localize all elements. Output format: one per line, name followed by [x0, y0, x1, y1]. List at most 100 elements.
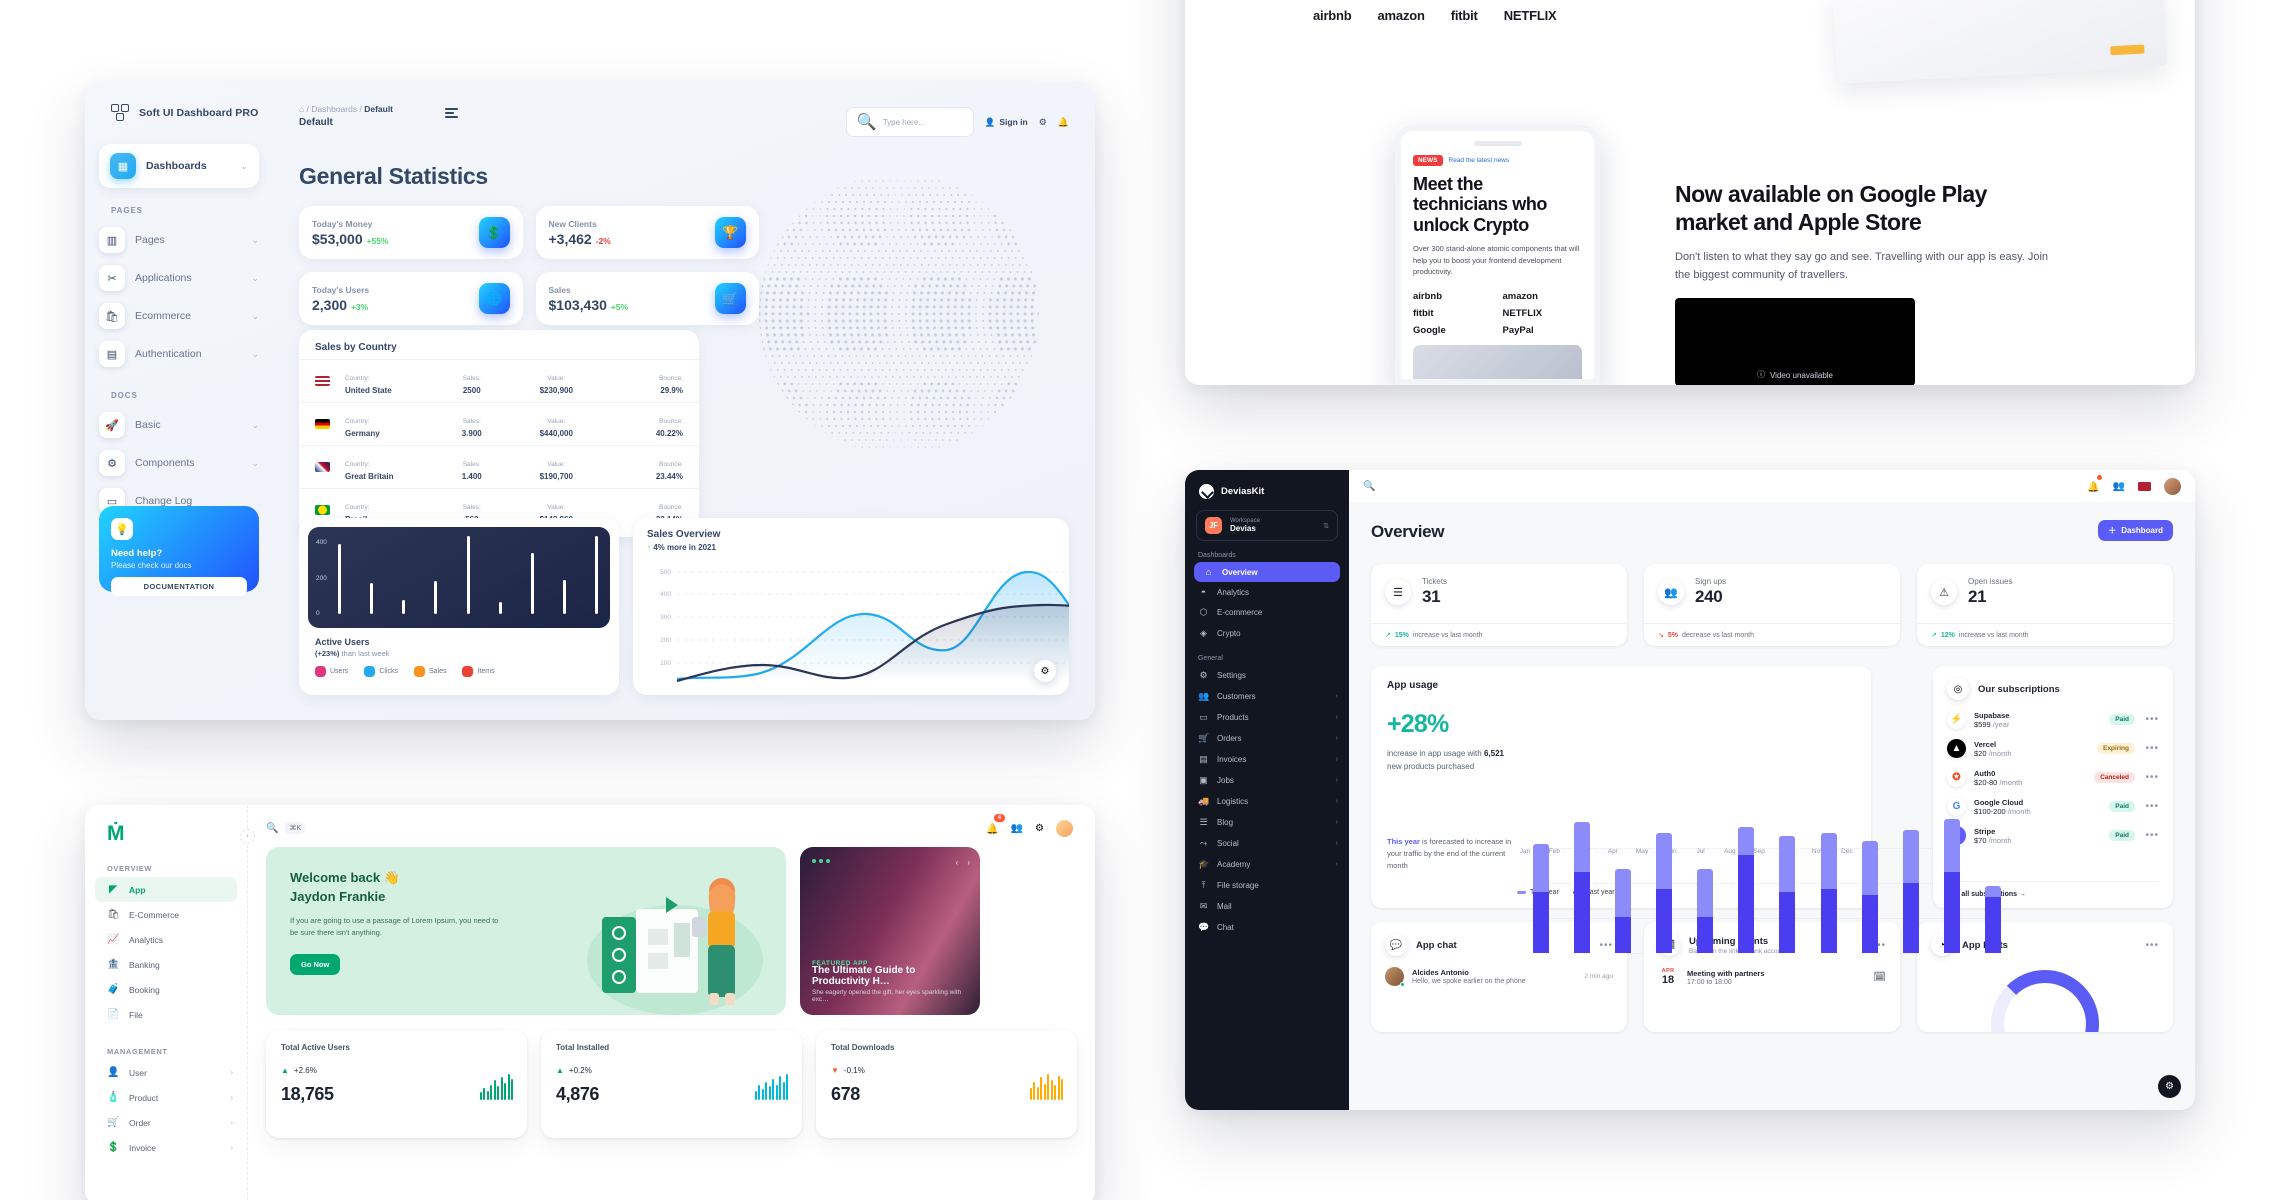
sidebar-item-invoices[interactable]: ▤ Invoices ›	[1185, 749, 1349, 770]
sidebar-item-chat[interactable]: 💬 Chat	[1185, 917, 1349, 938]
sidebar-item-user[interactable]: 👤 User ›	[85, 1060, 247, 1085]
more-options-button[interactable]: •••	[2145, 772, 2159, 783]
notifications-button[interactable]: 🔔 4	[986, 814, 1005, 837]
settings-fab-button[interactable]: ⚙	[2158, 1075, 2181, 1098]
sidebar-item-customers[interactable]: 👥 Customers ›	[1185, 686, 1349, 707]
gear-icon[interactable]: ⚙	[1035, 822, 1044, 834]
sidebar-item-file[interactable]: 📄 File	[85, 1002, 247, 1027]
sidebar-collapse-button[interactable]: ‹	[240, 829, 255, 844]
sidebar-item-products[interactable]: ▭ Products ›	[1185, 707, 1349, 728]
search-icon[interactable]: 🔍	[1363, 480, 1376, 492]
contacts-icon[interactable]: 👥	[1010, 822, 1024, 834]
upcoming-events-card: 🗓 Upcoming events Based on the linked ba…	[1644, 922, 1900, 1032]
kpi-footer: ↗ 15% increase vs last month	[1371, 623, 1627, 646]
softui-main: ⌂ / Dashboards / Default Default 🔍 Type …	[273, 82, 1095, 720]
sidebar-item-analytics[interactable]: ◓ Analytics	[1185, 582, 1349, 602]
bell-icon[interactable]: 🔔	[1057, 116, 1069, 127]
page-subtitle: Default	[299, 117, 333, 128]
chat-row[interactable]: Alcides Antonio Hello, we spoke earlier …	[1385, 967, 1613, 987]
sidebar-item-analytics[interactable]: 📈 Analytics	[85, 927, 247, 952]
subscription-row: ✪ Auth0 $20-80 /month Canceled •••	[1947, 768, 2159, 787]
sidebar-item-settings[interactable]: ⚙ Settings	[1185, 665, 1349, 686]
subscription-name: Supabase	[1974, 710, 2010, 720]
sidebar-item-pages[interactable]: ▥ Pages ⌄	[85, 221, 273, 259]
sidebar-item-label: Products	[1217, 713, 1249, 722]
read-latest-link[interactable]: Read the latest news	[1448, 157, 1510, 164]
see-all-subscriptions-link[interactable]: See all subscriptions →	[1947, 881, 2159, 898]
sidebar-item-mail[interactable]: ✉ Mail	[1185, 896, 1349, 917]
sidebar-item-product[interactable]: 🧴 Product ›	[85, 1085, 247, 1110]
breadcrumb-dashboards[interactable]: Dashboards	[311, 104, 358, 114]
sidebar-item-social[interactable]: ⤳ Social ›	[1185, 833, 1349, 854]
sidebar-item-ecommerce[interactable]: ⬡ E-commerce	[1185, 602, 1349, 623]
x-tick-label: May	[1635, 848, 1649, 855]
bar-last-year	[1574, 872, 1591, 954]
gear-icon[interactable]: ⚙	[1034, 660, 1056, 682]
workspace-selector[interactable]: JF Workspace Devias ⇅	[1196, 510, 1338, 541]
more-options-button[interactable]: •••	[2145, 939, 2159, 951]
video-player[interactable]: ⓘ Video unavailable	[1675, 298, 1915, 385]
pages-icon: ▥	[99, 227, 125, 253]
sidebar-item-banking[interactable]: 🏦 Banking	[85, 952, 247, 977]
carousel-arrows[interactable]: ‹ ›	[956, 858, 970, 867]
avatar[interactable]	[1056, 819, 1073, 837]
more-options-button[interactable]: •••	[2145, 743, 2159, 754]
sidebar-item-booking[interactable]: 🧳 Booking	[85, 977, 247, 1002]
sidebar-item-crypto[interactable]: ◈ Crypto	[1185, 623, 1349, 644]
softui-brand[interactable]: Soft UI Dashboard PRO	[85, 82, 273, 122]
sidebar-item-ecommerce[interactable]: 🛍 E-Commerce	[85, 902, 247, 927]
contacts-icon[interactable]: 👥	[2112, 480, 2125, 492]
menu-toggle-button[interactable]	[445, 108, 459, 118]
dashboard-button[interactable]: ＋ Dashboard	[2098, 520, 2173, 541]
go-now-button[interactable]: Go Now	[290, 954, 341, 976]
more-options-button[interactable]: •••	[1599, 939, 1613, 951]
sidebar-item-app[interactable]: ◤ App	[95, 877, 237, 902]
sidebar-item-authentication[interactable]: ▤ Authentication ⌄	[85, 335, 273, 373]
more-options-button[interactable]: •••	[1872, 939, 1886, 951]
sidebar-item-label: User	[129, 1067, 147, 1078]
chevron-left-icon[interactable]: ‹	[955, 858, 959, 867]
sidebar-item-invoice[interactable]: 💲 Invoice ›	[85, 1135, 247, 1160]
sidebar-item-ecommerce[interactable]: 🛍 Ecommerce ⌄	[85, 297, 273, 335]
marketing-body: Don't listen to what they say go and see…	[1675, 251, 2049, 281]
bell-icon[interactable]: 🔔	[2087, 475, 2102, 495]
more-options-button[interactable]: •••	[2145, 714, 2159, 725]
minimal-logo-icon[interactable]: Ṁ	[107, 822, 125, 845]
home-icon[interactable]: ⌂	[299, 104, 305, 114]
chevron-right-icon[interactable]: ›	[967, 858, 970, 867]
event-row[interactable]: APR 18 Meeting with partners 17:00 to 18…	[1658, 968, 1886, 986]
avatar[interactable]	[2164, 477, 2181, 495]
bar-column	[1861, 841, 1878, 954]
sign-in-label: Sign in	[999, 117, 1028, 127]
sidebar-item-components[interactable]: ⚙ Components ⌄	[85, 444, 273, 482]
breadcrumb-default[interactable]: Default	[364, 104, 394, 114]
more-options-button[interactable]: •••	[2145, 830, 2159, 841]
sidebar-item-label: Settings	[1217, 671, 1246, 680]
sidebar-item-file-storage[interactable]: ⤒ File storage	[1185, 875, 1349, 896]
user-icon: 👤	[984, 116, 996, 127]
phone-notch	[1473, 141, 1522, 146]
search-icon[interactable]: 🔍	[266, 822, 279, 834]
sidebar-item-overview[interactable]: ⌂ Overview	[1194, 562, 1340, 582]
auth0-icon: ✪	[1947, 768, 1966, 787]
sidebar-item-basic[interactable]: 🚀 Basic ⌄	[85, 406, 273, 444]
documentation-button[interactable]: DOCUMENTATION	[111, 577, 247, 596]
sidebar-item-dashboards[interactable]: ▦ Dashboards ⌄	[99, 144, 259, 188]
sidebar-item-order[interactable]: 🛒 Order ›	[85, 1110, 247, 1135]
more-options-button[interactable]: •••	[2145, 801, 2159, 812]
carousel-dots[interactable]	[812, 859, 968, 863]
globe-icon: 🌐	[478, 283, 510, 314]
sidebar-item-jobs[interactable]: ▣ Jobs ›	[1185, 770, 1349, 791]
gear-icon[interactable]: ⚙	[1038, 116, 1047, 127]
devias-brand[interactable]: DeviasKit	[1185, 470, 1349, 499]
featured-app-card[interactable]: ‹ › FEATURED APP The Ultimate Guide to P…	[800, 847, 980, 1015]
sidebar-item-logistics[interactable]: 🚚 Logistics ›	[1185, 791, 1349, 812]
sidebar-item-orders[interactable]: 🛒 Orders ›	[1185, 728, 1349, 749]
sidebar-item-blog[interactable]: ☰ Blog ›	[1185, 812, 1349, 833]
search-input[interactable]: 🔍 Type here...	[845, 107, 974, 137]
sidebar-item-academy[interactable]: 🎓 Academy ›	[1185, 854, 1349, 875]
calendar-icon[interactable]: 🗓	[1873, 971, 1886, 983]
sidebar-item-applications[interactable]: ✂ Applications ⌄	[85, 259, 273, 297]
us-flag-icon[interactable]	[2138, 481, 2151, 491]
sign-in-button[interactable]: 👤 Sign in	[985, 117, 1028, 128]
